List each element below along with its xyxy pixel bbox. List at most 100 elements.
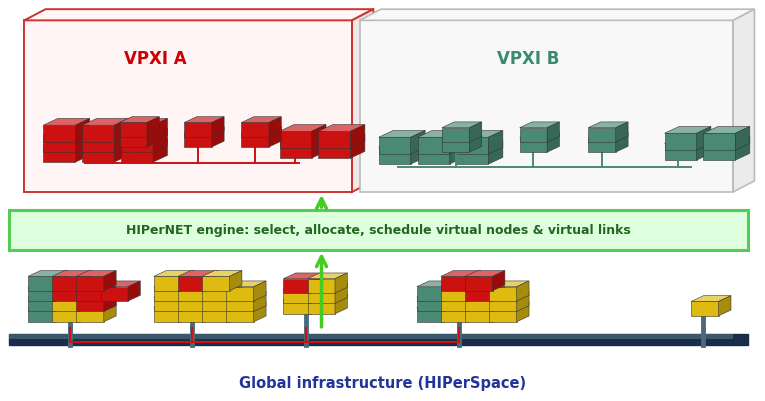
Polygon shape	[269, 128, 282, 148]
Polygon shape	[254, 302, 266, 322]
Polygon shape	[28, 287, 56, 301]
Polygon shape	[154, 281, 194, 287]
Polygon shape	[153, 129, 168, 153]
Polygon shape	[212, 117, 224, 138]
Polygon shape	[418, 131, 464, 138]
Polygon shape	[417, 302, 457, 308]
Polygon shape	[82, 129, 129, 136]
Polygon shape	[82, 139, 129, 146]
Text: HIPerNET engine: select, allocate, schedule virtual nodes & virtual links: HIPerNET engine: select, allocate, sched…	[126, 224, 631, 237]
Polygon shape	[441, 281, 480, 287]
Polygon shape	[82, 119, 129, 126]
Polygon shape	[52, 277, 80, 291]
Polygon shape	[335, 294, 347, 314]
Polygon shape	[490, 308, 516, 322]
Polygon shape	[202, 302, 242, 308]
Polygon shape	[206, 271, 218, 291]
Polygon shape	[418, 141, 464, 148]
Polygon shape	[465, 302, 505, 308]
Polygon shape	[441, 271, 480, 277]
Polygon shape	[121, 129, 168, 136]
Polygon shape	[279, 135, 326, 142]
Polygon shape	[308, 300, 335, 314]
Polygon shape	[283, 300, 311, 314]
Polygon shape	[516, 292, 529, 312]
Polygon shape	[44, 136, 75, 153]
Polygon shape	[418, 138, 450, 155]
Polygon shape	[616, 133, 628, 153]
Polygon shape	[226, 308, 254, 322]
Polygon shape	[311, 284, 323, 304]
Polygon shape	[311, 273, 323, 294]
Polygon shape	[178, 287, 206, 301]
Polygon shape	[28, 297, 56, 312]
Polygon shape	[308, 284, 347, 290]
Polygon shape	[490, 302, 529, 308]
Polygon shape	[28, 271, 68, 277]
Polygon shape	[442, 138, 470, 153]
Polygon shape	[76, 287, 104, 301]
Polygon shape	[178, 271, 218, 277]
Polygon shape	[178, 281, 218, 287]
Polygon shape	[519, 138, 547, 153]
Polygon shape	[441, 302, 480, 308]
Polygon shape	[588, 128, 616, 143]
Polygon shape	[202, 297, 230, 312]
Polygon shape	[665, 134, 697, 151]
Polygon shape	[493, 271, 505, 291]
Polygon shape	[465, 308, 493, 322]
Polygon shape	[154, 308, 181, 322]
Polygon shape	[178, 308, 206, 322]
Polygon shape	[202, 308, 230, 322]
Polygon shape	[457, 141, 503, 148]
Bar	[360, 21, 733, 192]
Text: Global infrastructure (HIPerSpace): Global infrastructure (HIPerSpace)	[239, 375, 526, 390]
Polygon shape	[616, 123, 628, 143]
Polygon shape	[692, 296, 731, 302]
Bar	[9, 211, 748, 250]
Polygon shape	[735, 127, 750, 151]
Polygon shape	[206, 281, 218, 301]
Polygon shape	[147, 128, 159, 148]
Polygon shape	[468, 271, 480, 291]
Polygon shape	[80, 281, 92, 301]
Polygon shape	[465, 281, 505, 287]
Polygon shape	[465, 292, 505, 297]
Polygon shape	[28, 308, 56, 322]
Polygon shape	[490, 292, 529, 297]
Polygon shape	[75, 139, 90, 163]
Polygon shape	[697, 137, 711, 161]
Polygon shape	[44, 146, 75, 163]
Polygon shape	[28, 302, 68, 308]
Polygon shape	[226, 287, 254, 301]
Polygon shape	[119, 123, 147, 138]
Polygon shape	[154, 287, 181, 301]
Polygon shape	[100, 281, 140, 287]
Polygon shape	[76, 297, 104, 312]
Polygon shape	[418, 148, 450, 165]
Polygon shape	[52, 281, 92, 287]
Polygon shape	[76, 277, 104, 291]
Polygon shape	[283, 273, 323, 279]
Polygon shape	[417, 297, 444, 312]
Polygon shape	[28, 292, 68, 297]
Polygon shape	[206, 302, 218, 322]
Polygon shape	[335, 273, 347, 294]
Polygon shape	[308, 279, 335, 294]
Polygon shape	[242, 128, 282, 133]
Polygon shape	[441, 292, 480, 297]
Polygon shape	[119, 117, 159, 123]
Polygon shape	[52, 308, 80, 322]
Polygon shape	[202, 281, 242, 287]
Polygon shape	[417, 287, 444, 301]
Polygon shape	[311, 294, 323, 314]
Polygon shape	[154, 292, 194, 297]
Polygon shape	[516, 302, 529, 322]
Polygon shape	[153, 119, 168, 143]
Polygon shape	[465, 271, 505, 277]
Polygon shape	[352, 10, 373, 192]
Polygon shape	[457, 148, 488, 165]
Polygon shape	[588, 138, 616, 153]
Polygon shape	[490, 281, 529, 287]
Polygon shape	[703, 127, 750, 134]
